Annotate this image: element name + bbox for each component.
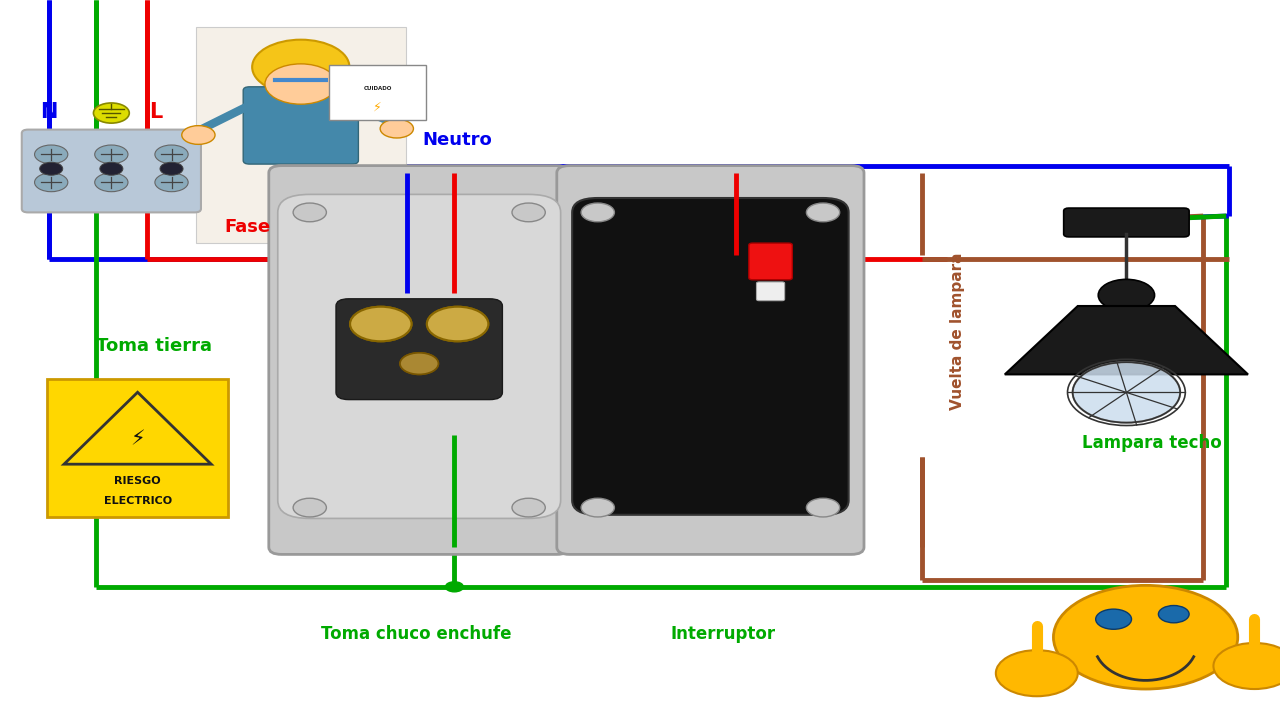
Text: ⚡: ⚡	[374, 101, 381, 114]
Circle shape	[806, 498, 840, 517]
Text: Toma chuco enchufe: Toma chuco enchufe	[321, 624, 511, 642]
FancyBboxPatch shape	[243, 87, 358, 164]
Circle shape	[160, 162, 183, 175]
Circle shape	[512, 203, 545, 222]
Circle shape	[1053, 585, 1238, 689]
Circle shape	[265, 64, 337, 104]
Circle shape	[581, 498, 614, 517]
Circle shape	[35, 145, 68, 163]
Circle shape	[398, 254, 416, 264]
FancyBboxPatch shape	[278, 194, 561, 518]
Circle shape	[182, 125, 215, 144]
Circle shape	[1073, 362, 1180, 423]
Circle shape	[155, 173, 188, 192]
Text: Vuelta de lampara: Vuelta de lampara	[950, 253, 965, 410]
Circle shape	[1096, 609, 1132, 629]
Text: Interruptor: Interruptor	[671, 624, 776, 642]
Text: Toma tierra: Toma tierra	[96, 336, 212, 354]
Circle shape	[1213, 643, 1280, 689]
Circle shape	[1158, 606, 1189, 623]
Circle shape	[380, 120, 413, 138]
Circle shape	[349, 307, 412, 341]
Circle shape	[445, 254, 463, 264]
Circle shape	[401, 353, 438, 374]
Polygon shape	[1005, 306, 1248, 374]
Circle shape	[293, 498, 326, 517]
Circle shape	[428, 307, 489, 341]
Circle shape	[35, 173, 68, 192]
FancyBboxPatch shape	[557, 166, 864, 554]
FancyBboxPatch shape	[269, 166, 570, 554]
FancyBboxPatch shape	[329, 66, 426, 120]
Circle shape	[445, 582, 463, 592]
Circle shape	[40, 162, 63, 175]
FancyBboxPatch shape	[335, 299, 503, 400]
Text: Neutro: Neutro	[422, 131, 492, 149]
Circle shape	[1098, 279, 1155, 311]
Circle shape	[349, 307, 412, 341]
Text: CUIDADO: CUIDADO	[364, 86, 392, 91]
Text: N: N	[40, 102, 58, 122]
FancyBboxPatch shape	[572, 198, 849, 515]
Circle shape	[806, 203, 840, 222]
FancyBboxPatch shape	[22, 130, 201, 212]
Circle shape	[581, 203, 614, 222]
Circle shape	[95, 145, 128, 163]
Circle shape	[428, 307, 489, 341]
Text: L: L	[150, 102, 163, 122]
Circle shape	[155, 145, 188, 163]
Text: RIESGO: RIESGO	[114, 477, 161, 487]
Circle shape	[252, 40, 349, 94]
Text: ELECTRICO: ELECTRICO	[104, 497, 172, 506]
Circle shape	[93, 103, 129, 123]
Polygon shape	[64, 392, 211, 464]
FancyBboxPatch shape	[1064, 208, 1189, 237]
FancyBboxPatch shape	[749, 243, 792, 280]
Circle shape	[100, 162, 123, 175]
Text: Lampara techo: Lampara techo	[1082, 433, 1221, 452]
Circle shape	[95, 173, 128, 192]
Circle shape	[293, 203, 326, 222]
Text: ⚡: ⚡	[131, 429, 145, 449]
Circle shape	[996, 650, 1078, 696]
FancyBboxPatch shape	[196, 27, 406, 243]
Circle shape	[401, 353, 438, 374]
Text: Fase: Fase	[224, 217, 270, 235]
FancyBboxPatch shape	[756, 282, 785, 301]
Circle shape	[512, 498, 545, 517]
FancyBboxPatch shape	[47, 379, 228, 517]
